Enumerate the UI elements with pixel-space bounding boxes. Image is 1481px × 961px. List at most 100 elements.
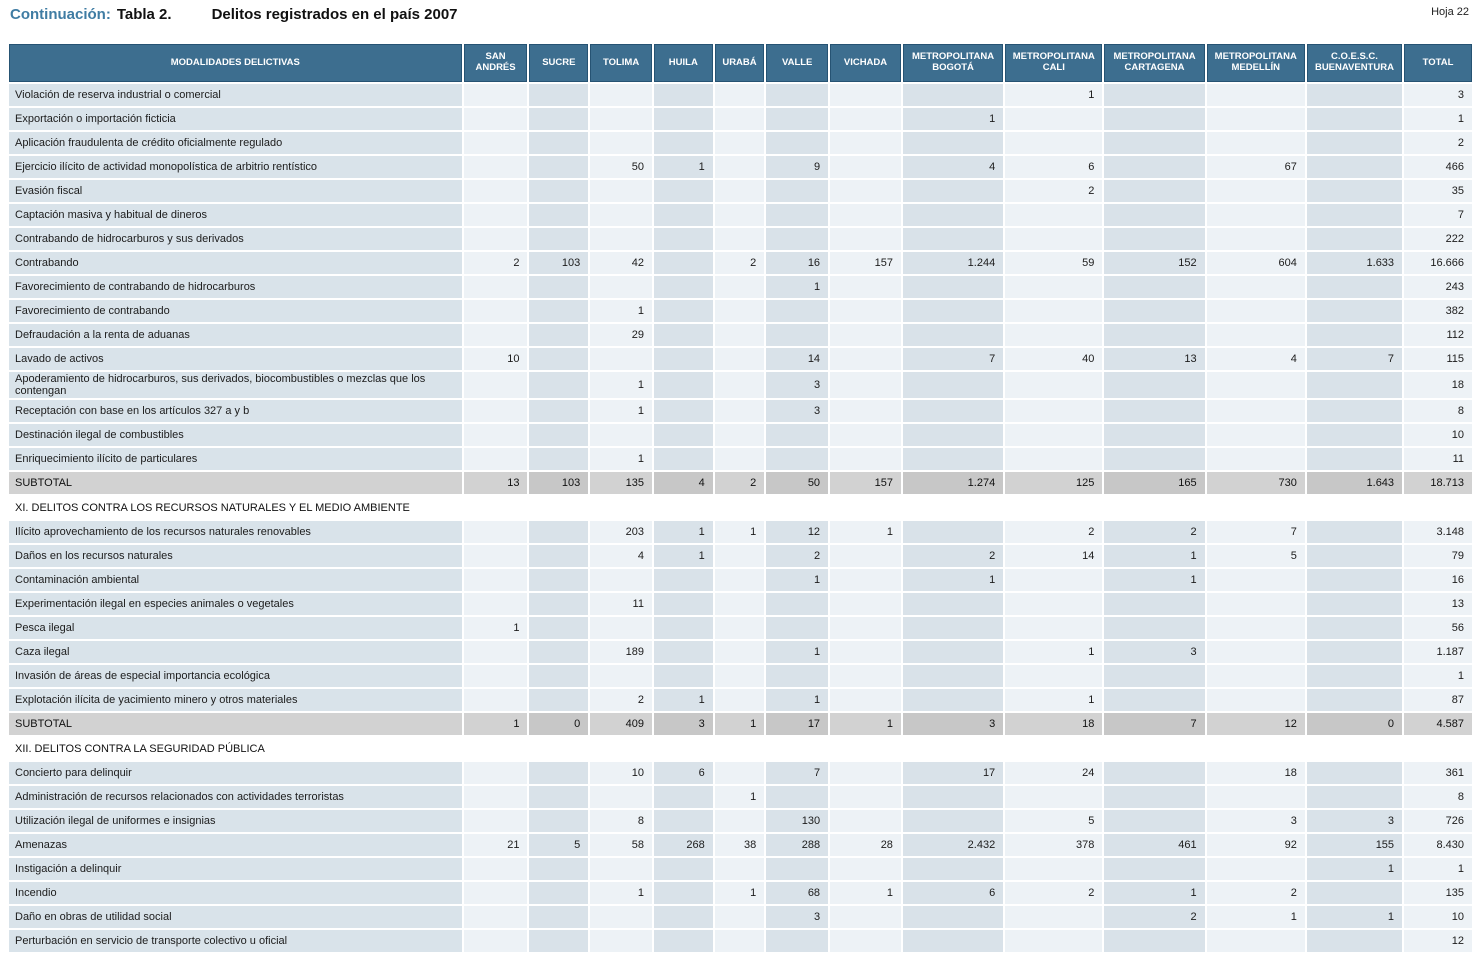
table-row: Concierto para delinquir 10 6 7 17 24 18 361 — [9, 762, 1472, 784]
total-cell: 8 — [1404, 400, 1472, 422]
value-cell — [714, 593, 765, 615]
value-cell — [714, 108, 765, 130]
row-label: Daño en obras de utilidad social — [9, 906, 462, 928]
row-label: Utilización ilegal de uniformes e insign… — [9, 810, 462, 832]
total-cell: 8.430 — [1404, 834, 1472, 856]
value-cell — [830, 348, 901, 370]
value-cell — [714, 930, 765, 952]
value-cell — [1206, 204, 1305, 226]
value-cell — [529, 689, 589, 711]
value-cell — [529, 84, 589, 106]
table-row: Enriquecimiento ilícito de particulares 1… — [9, 448, 1472, 470]
value-cell — [1104, 617, 1205, 639]
crime-statistics-table: MODALIDADES DELICTIVAS SAN ANDRÉS SUCRE TO… — [7, 42, 1474, 954]
value-cell — [714, 204, 765, 226]
value-cell — [902, 617, 1004, 639]
table-row: Contaminación ambiental 1 1 1 16 — [9, 569, 1472, 591]
value-cell: 1 — [1104, 882, 1205, 904]
section-title: XII. DELITOS CONTRA LA SEGURIDAD PÚBLICA — [9, 737, 1472, 760]
value-cell — [653, 132, 713, 154]
row-label: Aplicación fraudulenta de crédito oficia… — [9, 132, 462, 154]
row-label: Favorecimiento de contrabando — [9, 300, 462, 322]
value-cell: 1 — [1005, 641, 1103, 663]
row-label: Perturbación en servicio de transporte c… — [9, 930, 462, 952]
value-cell: 9 — [766, 156, 829, 178]
value-cell — [463, 424, 528, 446]
value-cell — [463, 448, 528, 470]
row-label: Ilícito aprovechamiento de los recursos … — [9, 521, 462, 543]
value-cell: 3 — [766, 372, 829, 398]
section-header-row: XII. DELITOS CONTRA LA SEGURIDAD PÚBLICA — [9, 737, 1472, 760]
value-cell — [766, 424, 829, 446]
value-cell — [463, 84, 528, 106]
value-cell — [1206, 930, 1305, 952]
value-cell: 3 — [766, 906, 829, 928]
value-cell: 2 — [463, 252, 528, 274]
value-cell — [714, 641, 765, 663]
value-cell — [1306, 689, 1403, 711]
value-cell — [1104, 156, 1205, 178]
value-cell — [529, 930, 589, 952]
value-cell — [902, 276, 1004, 298]
table-row: Incendio 1 1 68 1 6 2 1 2 135 — [9, 882, 1472, 904]
value-cell — [902, 858, 1004, 880]
value-cell — [529, 810, 589, 832]
value-cell: 4 — [902, 156, 1004, 178]
value-cell — [653, 84, 713, 106]
value-cell — [714, 400, 765, 422]
value-cell — [1306, 84, 1403, 106]
value-cell — [1005, 617, 1103, 639]
value-cell — [653, 882, 713, 904]
value-cell: 13 — [463, 472, 528, 494]
value-cell — [653, 641, 713, 663]
value-cell: 3 — [766, 400, 829, 422]
value-cell: 14 — [766, 348, 829, 370]
table-header: MODALIDADES DELICTIVAS SAN ANDRÉS SUCRE TO… — [9, 44, 1472, 82]
value-cell: 18 — [1005, 713, 1103, 735]
value-cell — [529, 372, 589, 398]
value-cell — [1306, 300, 1403, 322]
column-header-modalidades: MODALIDADES DELICTIVAS — [9, 44, 462, 82]
value-cell: 16 — [766, 252, 829, 274]
value-cell — [1306, 108, 1403, 130]
value-cell — [902, 593, 1004, 615]
value-cell: 1 — [1206, 906, 1305, 928]
table-row: Destinación ilegal de combustibles 10 — [9, 424, 1472, 446]
value-cell — [529, 882, 589, 904]
value-cell — [830, 156, 901, 178]
value-cell — [1104, 372, 1205, 398]
value-cell — [653, 252, 713, 274]
value-cell — [1005, 593, 1103, 615]
value-cell — [1005, 858, 1103, 880]
value-cell — [1104, 84, 1205, 106]
value-cell — [714, 810, 765, 832]
value-cell: 28 — [830, 834, 901, 856]
value-cell — [1104, 762, 1205, 784]
value-cell — [529, 617, 589, 639]
row-label: Contaminación ambiental — [9, 569, 462, 591]
value-cell — [1206, 786, 1305, 808]
value-cell — [902, 132, 1004, 154]
table-row: Ilícito aprovechamiento de los recursos … — [9, 521, 1472, 543]
value-cell — [529, 108, 589, 130]
value-cell — [830, 324, 901, 346]
table-row: Captación masiva y habitual de dineros 7 — [9, 204, 1472, 226]
value-cell: 4 — [1206, 348, 1305, 370]
value-cell: 12 — [766, 521, 829, 543]
row-label: Administración de recursos relacionados … — [9, 786, 462, 808]
total-cell: 8 — [1404, 786, 1472, 808]
value-cell — [463, 521, 528, 543]
row-label: Destinación ilegal de combustibles — [9, 424, 462, 446]
value-cell — [1005, 204, 1103, 226]
value-cell — [766, 665, 829, 687]
value-cell — [463, 810, 528, 832]
row-label: Contrabando de hidrocarburos y sus deriv… — [9, 228, 462, 250]
row-label: Ejercicio ilícito de actividad monopolís… — [9, 156, 462, 178]
value-cell: 409 — [590, 713, 652, 735]
value-cell — [529, 448, 589, 470]
value-cell — [1306, 324, 1403, 346]
value-cell: 58 — [590, 834, 652, 856]
table-row: Lavado de activos 10 14 7 40 13 4 7 115 — [9, 348, 1472, 370]
value-cell: 29 — [590, 324, 652, 346]
value-cell — [714, 180, 765, 202]
